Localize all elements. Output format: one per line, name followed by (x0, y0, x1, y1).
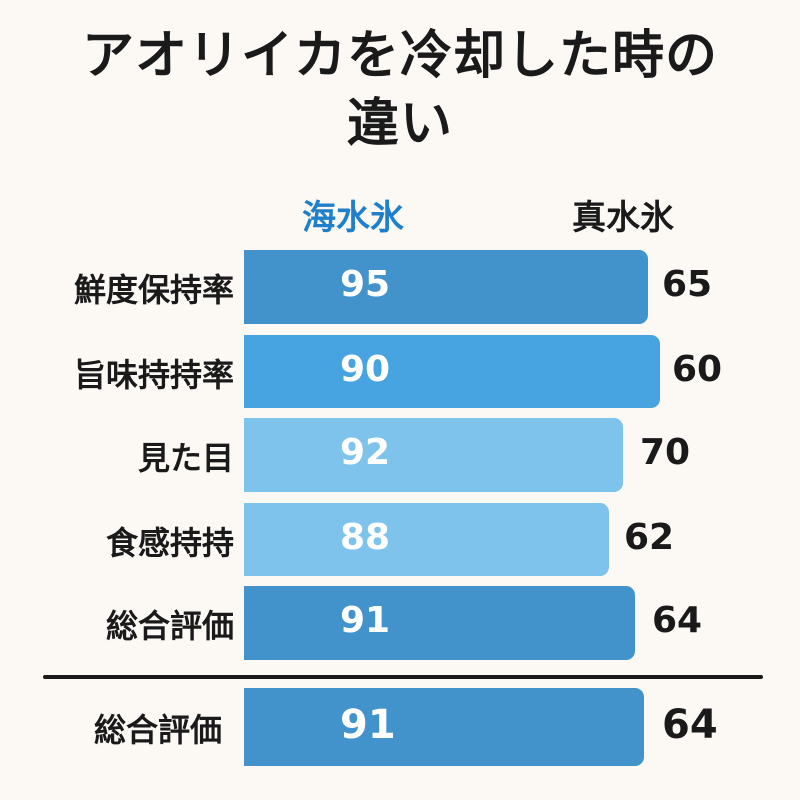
chart-row: 食感持持 88 62 (0, 503, 800, 576)
sea-ice-bar: 90 (244, 335, 660, 408)
chart-row: 鮮度保持率 95 65 (0, 250, 800, 324)
row-label: 見た目 (137, 439, 234, 477)
chart-row: 旨味持持率 90 60 (0, 335, 800, 408)
column-header-sea-ice: 海水氷 (302, 198, 404, 238)
sea-ice-value: 91 (340, 600, 391, 641)
fresh-ice-value: 62 (624, 517, 675, 558)
sea-ice-bar: 91 (244, 586, 635, 660)
column-header-fresh-ice: 真水氷 (572, 198, 674, 238)
summary-sea-ice-value: 91 (340, 702, 396, 748)
sea-ice-value: 88 (340, 517, 391, 558)
row-label: 旨味持持率 (73, 356, 234, 394)
summary-divider (43, 675, 763, 679)
sea-ice-bar: 95 (244, 250, 648, 324)
sea-ice-value: 90 (340, 349, 391, 390)
sea-ice-bar: 92 (244, 418, 623, 492)
fresh-ice-value: 60 (672, 349, 723, 390)
summary-sea-ice-bar: 91 (244, 688, 644, 766)
chart-title: アオリイカを冷却した時の 違い (0, 22, 800, 158)
fresh-ice-value: 65 (662, 264, 713, 305)
chart-row: 見た目 92 70 (0, 418, 800, 492)
row-label: 総合評価 (105, 607, 234, 645)
row-label: 鮮度保持率 (73, 271, 234, 309)
chart-title-line2: 違い (346, 94, 453, 154)
sea-ice-bar: 88 (244, 503, 609, 576)
fresh-ice-value: 64 (652, 600, 703, 641)
summary-label: 総合評価 (93, 711, 222, 749)
summary-row: 総合評価 91 64 (0, 688, 800, 766)
chart-row: 総合評価 91 64 (0, 586, 800, 660)
fresh-ice-value: 70 (640, 432, 691, 473)
summary-fresh-ice-value: 64 (662, 702, 718, 748)
sea-ice-value: 95 (340, 264, 391, 305)
chart-title-line1: アオリイカを冷却した時の (81, 26, 718, 86)
row-label: 食感持持 (105, 524, 234, 562)
sea-ice-value: 92 (340, 432, 391, 473)
